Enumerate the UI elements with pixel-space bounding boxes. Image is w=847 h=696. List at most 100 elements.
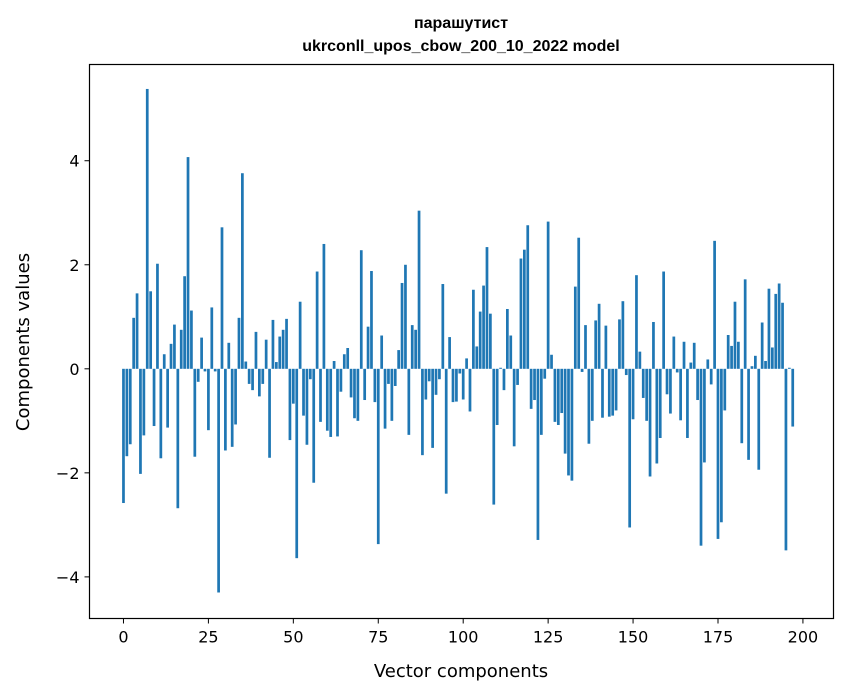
bar	[441, 284, 445, 369]
bar	[227, 342, 231, 369]
bar	[271, 319, 275, 369]
bar	[458, 368, 462, 374]
bar	[183, 276, 186, 369]
bar	[723, 368, 727, 411]
bar	[791, 368, 795, 427]
bar	[346, 348, 350, 369]
y-tick-label: −4	[56, 568, 80, 587]
bar	[298, 301, 302, 369]
bar	[658, 368, 662, 438]
y-axis-ticks: −4 −2 0 2 4	[56, 152, 90, 587]
bar	[353, 368, 356, 419]
bar	[601, 368, 604, 418]
bar	[607, 368, 611, 417]
bar	[329, 368, 333, 437]
bar	[624, 368, 628, 376]
bar	[295, 368, 299, 559]
bar	[268, 368, 271, 458]
bar	[590, 368, 594, 421]
bar-series	[122, 88, 795, 593]
bar	[696, 368, 699, 401]
bar	[376, 368, 380, 545]
bar	[621, 301, 625, 369]
x-tick-label: 200	[788, 628, 819, 647]
bar	[132, 317, 136, 369]
bar	[777, 283, 781, 369]
bar	[448, 337, 451, 369]
bar	[686, 368, 689, 438]
bar	[383, 368, 387, 429]
bar	[417, 210, 421, 369]
bar	[244, 361, 248, 369]
bar	[604, 325, 608, 369]
x-tick-label: 0	[118, 628, 128, 647]
bar	[669, 368, 672, 414]
bar	[550, 354, 553, 369]
bar	[655, 368, 659, 464]
bar	[614, 368, 618, 411]
bar	[258, 368, 261, 397]
bar	[563, 368, 567, 454]
bar	[682, 341, 686, 369]
bar	[336, 368, 339, 437]
bar	[241, 173, 244, 369]
bar	[213, 368, 217, 372]
x-tick-label: 50	[283, 628, 303, 647]
bar	[733, 301, 737, 369]
bar	[672, 336, 676, 369]
x-tick-label: 25	[198, 628, 218, 647]
bar	[720, 368, 723, 523]
bar	[142, 368, 146, 436]
bar	[169, 343, 173, 369]
bar	[485, 247, 489, 369]
bar	[162, 354, 166, 369]
bar	[220, 227, 224, 369]
bar	[594, 320, 598, 369]
bar	[468, 368, 472, 412]
bar	[679, 368, 682, 421]
bar	[455, 368, 458, 402]
bar	[407, 368, 411, 435]
bar	[264, 339, 268, 369]
bar	[288, 368, 292, 441]
bar	[570, 368, 574, 481]
x-tick-label: 100	[448, 628, 479, 647]
bar	[186, 157, 190, 369]
x-tick-label: 75	[368, 628, 388, 647]
bar	[689, 362, 693, 369]
bar	[482, 285, 485, 369]
bar	[156, 263, 159, 369]
bar	[726, 335, 730, 369]
bar	[200, 337, 203, 369]
bar	[645, 368, 649, 421]
bar	[325, 368, 329, 431]
bar	[145, 88, 149, 369]
bar	[210, 307, 214, 369]
bar	[502, 368, 506, 391]
bar	[363, 368, 367, 401]
bar	[635, 275, 638, 369]
bar	[370, 271, 373, 369]
bar	[641, 368, 645, 398]
x-axis-ticks: 0 25 50 75 100 125 150 175 200	[118, 618, 819, 647]
y-tick-label: 0	[69, 360, 79, 379]
bar	[247, 368, 251, 384]
y-axis-label: Components values	[13, 253, 34, 431]
bar	[675, 368, 679, 373]
bar	[489, 313, 492, 369]
bar	[193, 368, 197, 457]
bar	[546, 221, 550, 369]
bar	[472, 289, 475, 369]
bar	[217, 368, 220, 593]
bar	[434, 368, 438, 395]
bar	[526, 225, 530, 369]
bar	[750, 366, 754, 369]
bar	[754, 355, 757, 369]
bar	[662, 271, 665, 369]
bar	[125, 368, 129, 457]
bar	[438, 368, 441, 380]
bar	[692, 342, 696, 369]
bar	[254, 331, 258, 369]
bar	[302, 368, 305, 416]
bar	[787, 367, 791, 369]
